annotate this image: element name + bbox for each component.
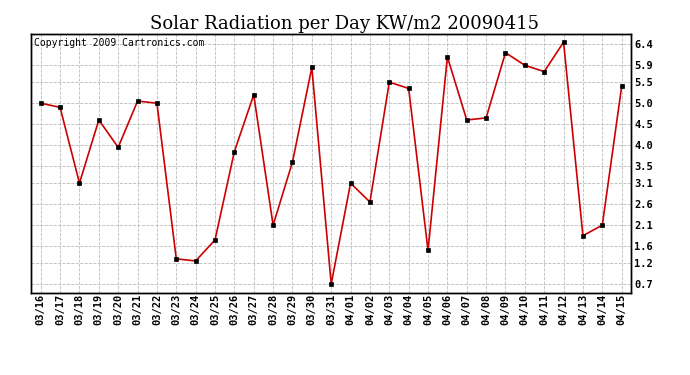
Text: Copyright 2009 Cartronics.com: Copyright 2009 Cartronics.com [34,38,204,48]
Text: Solar Radiation per Day KW/m2 20090415: Solar Radiation per Day KW/m2 20090415 [150,15,540,33]
